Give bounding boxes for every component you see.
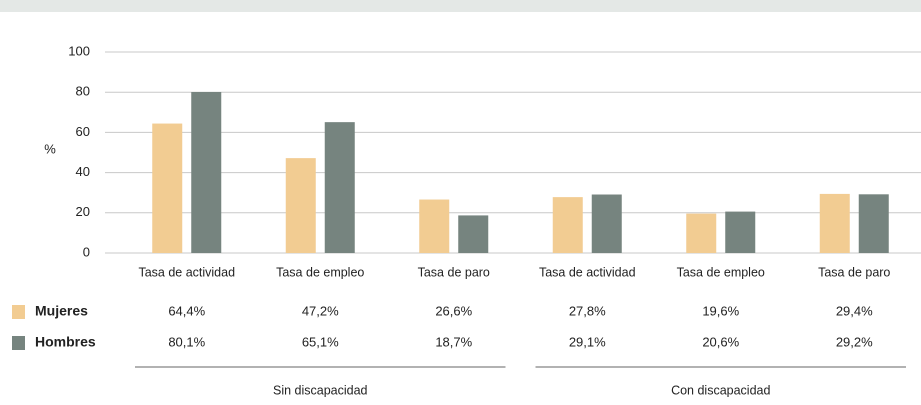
bar <box>285 158 316 253</box>
y-axis-label: % <box>44 141 56 156</box>
group-label: Sin discapacidad <box>273 383 368 397</box>
value-label: 80,1% <box>168 334 205 349</box>
x-tick-label: Tasa de actividad <box>138 265 235 279</box>
value-label: 19,6% <box>702 303 739 318</box>
bar <box>591 194 622 253</box>
top-band <box>0 0 921 12</box>
value-label: 27,8% <box>569 303 606 318</box>
legend-label: Mujeres <box>35 303 88 319</box>
x-tick-label: Tasa de empleo <box>276 265 364 279</box>
bar <box>191 91 222 254</box>
legend-label: Hombres <box>35 334 96 350</box>
bar <box>458 215 489 253</box>
x-tick-label: Tasa de actividad <box>539 265 636 279</box>
value-label: 20,6% <box>702 334 739 349</box>
value-label: 29,4% <box>836 303 873 318</box>
value-label: 18,7% <box>435 334 472 349</box>
group-label: Con discapacidad <box>671 383 770 397</box>
bar <box>725 211 756 253</box>
y-tick-label: 0 <box>83 244 90 259</box>
y-tick-label: 20 <box>76 204 90 219</box>
legend-swatch <box>12 336 25 350</box>
bar <box>552 197 583 253</box>
value-label: 29,1% <box>569 334 606 349</box>
value-label: 47,2% <box>302 303 339 318</box>
y-tick-label: 60 <box>76 124 90 139</box>
bar <box>819 193 850 253</box>
value-label: 64,4% <box>168 303 205 318</box>
bar <box>152 123 183 253</box>
value-label: 26,6% <box>435 303 472 318</box>
bar <box>686 213 717 253</box>
bar <box>858 194 889 253</box>
x-tick-label: Tasa de paro <box>818 265 890 279</box>
x-tick-label: Tasa de empleo <box>677 265 765 279</box>
y-tick-label: 40 <box>76 164 90 179</box>
y-tick-label: 100 <box>68 43 90 58</box>
bar <box>324 122 355 253</box>
x-tick-label: Tasa de paro <box>418 265 490 279</box>
bar <box>419 199 450 253</box>
legend-swatch <box>12 305 25 319</box>
y-tick-label: 80 <box>76 84 90 99</box>
value-label: 29,2% <box>836 334 873 349</box>
value-label: 65,1% <box>302 334 339 349</box>
